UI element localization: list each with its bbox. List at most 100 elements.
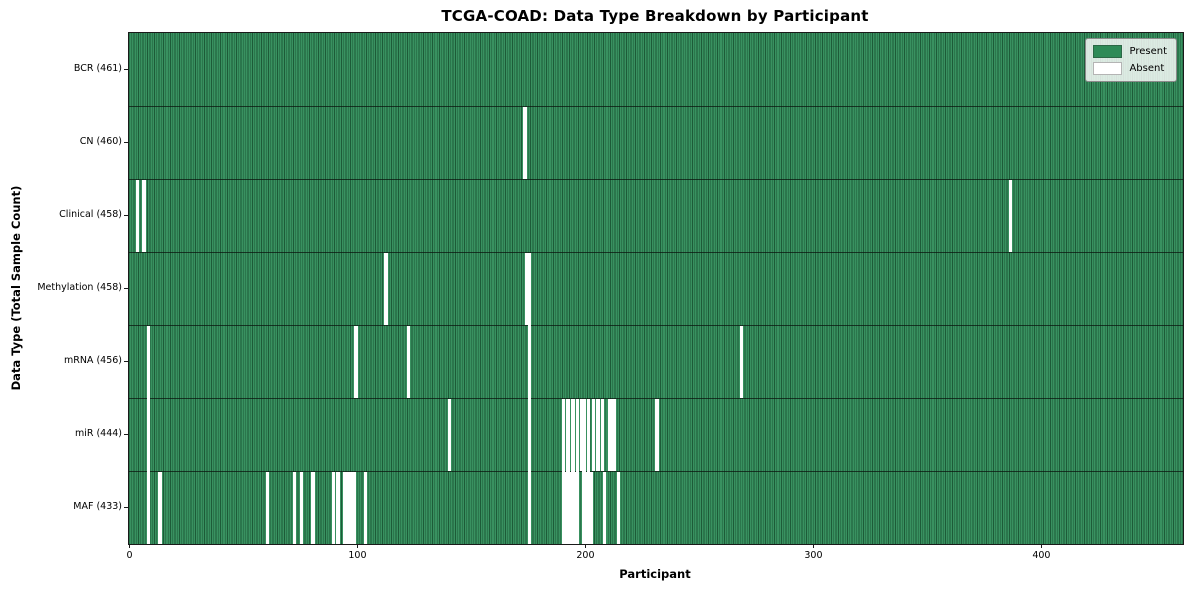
absent-mark [299, 471, 304, 544]
row-methylation [129, 252, 1183, 325]
plot-area: Present Absent [128, 32, 1184, 545]
row-cn [129, 106, 1183, 179]
absent-mark [158, 471, 162, 544]
row-separator [129, 252, 1183, 253]
absent-mark [655, 398, 659, 471]
absent-mark [352, 471, 356, 544]
chart-title: TCGA-COAD: Data Type Breakdown by Partic… [441, 7, 869, 25]
y-tick-mark [124, 360, 128, 362]
absent-mark [591, 398, 596, 471]
absent-mark [584, 471, 589, 544]
absent-mark [596, 398, 600, 471]
absent-mark [587, 398, 591, 471]
absent-mark [566, 398, 570, 471]
absent-mark [600, 398, 605, 471]
y-tick-mark [124, 506, 128, 508]
absent-mark [363, 471, 368, 544]
absent-mark [587, 469, 591, 544]
row-maf [129, 469, 1183, 544]
absent-mark [146, 396, 151, 471]
y-tick-mark [124, 287, 128, 289]
y-tick-label-maf: MAF (433) [73, 501, 122, 512]
absent-mark [575, 469, 580, 544]
absent-mark [347, 471, 352, 544]
absent-mark [582, 398, 586, 471]
absent-swatch-icon [1093, 62, 1123, 75]
legend-label-present: Present [1129, 46, 1167, 57]
y-tick-label-clinical: Clinical (458) [59, 209, 122, 220]
absent-mark [561, 469, 566, 544]
absent-mark [146, 469, 151, 544]
absent-mark [527, 323, 532, 398]
x-tick-label-0: 0 [126, 550, 133, 561]
absent-mark [739, 325, 744, 398]
row-mrna [129, 323, 1183, 398]
x-tick-label-100: 100 [348, 550, 367, 561]
absent-mark [406, 325, 411, 398]
absent-mark [146, 325, 151, 398]
plot-bars-layer [129, 33, 1183, 544]
absent-mark [345, 471, 349, 544]
absent-mark [447, 398, 452, 471]
legend-item-absent: Absent [1093, 62, 1167, 75]
x-tick-label-200: 200 [576, 550, 595, 561]
absent-mark [580, 398, 584, 471]
absent-mark [575, 398, 580, 471]
row-separator [129, 106, 1183, 107]
y-tick-label-mir: miR (444) [74, 428, 122, 439]
x-tick-mark [1040, 544, 1042, 548]
absent-mark [292, 471, 297, 544]
absent-mark [343, 471, 347, 544]
row-separator [129, 325, 1183, 326]
absent-mark [527, 469, 532, 544]
legend-label-absent: Absent [1129, 63, 1165, 74]
absent-mark [607, 398, 611, 471]
x-tick-mark [356, 544, 358, 548]
absent-mark [349, 471, 354, 544]
absent-mark [582, 469, 586, 544]
y-tick-mark [124, 68, 128, 70]
absent-mark [265, 471, 270, 544]
legend-item-present: Present [1093, 45, 1167, 58]
absent-mark [602, 471, 607, 544]
absent-mark [135, 179, 140, 252]
row-separator [129, 179, 1183, 180]
absent-mark [527, 252, 532, 325]
y-tick-mark [124, 214, 128, 216]
x-axis-label: Participant [619, 567, 691, 581]
absent-mark [331, 471, 336, 544]
y-tick-mark [124, 433, 128, 435]
absent-mark [336, 471, 340, 544]
absent-mark [527, 396, 532, 471]
x-tick-mark [812, 544, 814, 548]
absent-mark [525, 252, 529, 325]
absent-mark [573, 471, 577, 544]
row-bcr [129, 33, 1183, 106]
x-tick-mark [129, 544, 130, 548]
y-tick-mark [124, 141, 128, 143]
x-tick-label-300: 300 [804, 550, 823, 561]
absent-mark [612, 398, 616, 471]
absent-mark [571, 398, 575, 471]
absent-mark [354, 325, 358, 398]
absent-mark [142, 179, 146, 252]
present-swatch-icon [1093, 45, 1123, 58]
absent-mark [311, 471, 315, 544]
absent-mark [571, 469, 575, 544]
x-tick-label-400: 400 [1032, 550, 1051, 561]
absent-mark [1008, 179, 1013, 252]
y-tick-label-mrna: mRNA (456) [63, 355, 122, 366]
absent-mark [616, 471, 621, 544]
absent-mark [589, 471, 593, 544]
absent-mark [384, 252, 388, 325]
row-mir [129, 396, 1183, 471]
absent-mark [564, 471, 568, 544]
absent-mark [568, 471, 573, 544]
x-tick-mark [584, 544, 586, 548]
absent-mark [523, 106, 527, 179]
y-tick-label-cn: CN (460) [79, 136, 122, 147]
absent-mark [609, 398, 614, 471]
y-tick-label-methylation: Methylation (458) [37, 282, 122, 293]
y-tick-label-bcr: BCR (461) [73, 63, 122, 74]
